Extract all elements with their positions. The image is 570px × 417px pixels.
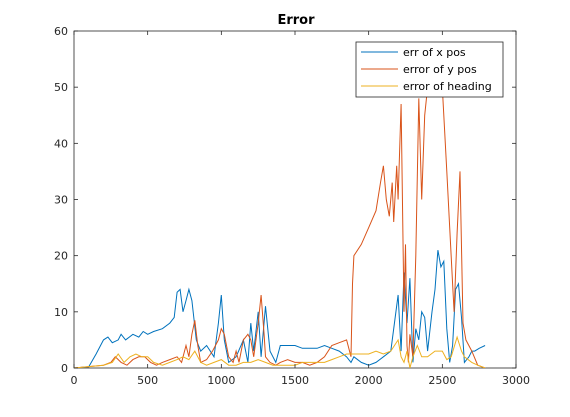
x-tick-label: 2000: [355, 374, 383, 387]
x-tick-label: 2500: [428, 374, 456, 387]
y-tick-label: 60: [54, 25, 68, 38]
series-line-3: [74, 335, 486, 368]
x-tick-label: 1000: [207, 374, 235, 387]
y-tick-label: 40: [54, 137, 68, 150]
chart-title: Error: [277, 13, 315, 28]
y-tick-label: 20: [54, 250, 68, 263]
y-tick-label: 0: [61, 362, 68, 375]
y-tick-label: 50: [54, 81, 68, 94]
legend-label: error of heading: [403, 80, 492, 93]
x-tick-label: 500: [137, 374, 158, 387]
y-tick-label: 30: [54, 194, 68, 207]
x-tick-label: 3000: [502, 374, 530, 387]
series-line-1: [74, 250, 486, 368]
legend-label: error of y pos: [403, 63, 477, 76]
legend-label: err of x pos: [403, 46, 466, 59]
legend: err of x pos error of y pos error of headi…: [355, 41, 504, 98]
x-tick-label: 0: [71, 374, 78, 387]
axes-layer: 0 500 1000 1500 2000 2500 3000 0 10 20 30 40 50 60: [54, 25, 530, 387]
x-tick-label: 1500: [281, 374, 309, 387]
y-tick-label: 10: [54, 306, 68, 319]
